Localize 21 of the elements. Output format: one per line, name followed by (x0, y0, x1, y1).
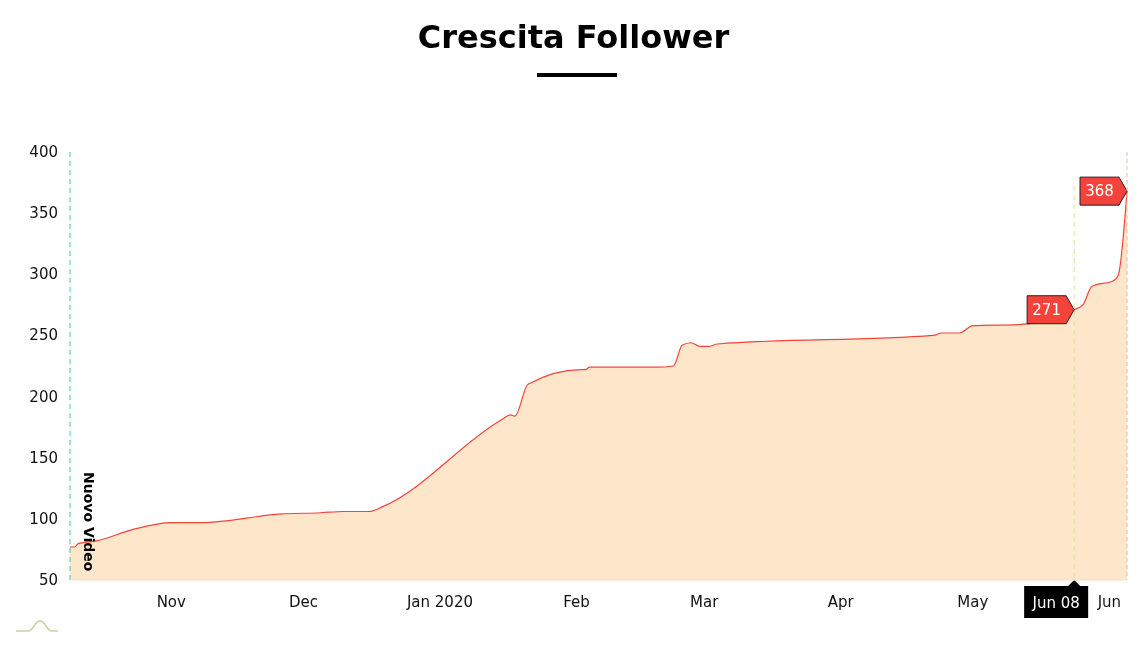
chart-title: Crescita Follower (417, 18, 730, 56)
x-tick-label: Mar (690, 593, 720, 611)
y-tick-label: 250 (29, 326, 58, 345)
y-tick-label: 150 (29, 448, 58, 467)
x-tick-label: Dec (288, 593, 318, 611)
x-tick-label: Nov (156, 593, 187, 611)
y-tick-label: 350 (29, 204, 58, 223)
y-tick-label: 400 (29, 143, 58, 161)
x-tick-label: Apr (827, 593, 855, 611)
x-tick-label: Feb (563, 593, 590, 611)
y-tick-label: 300 (29, 265, 58, 284)
y-tick-label: 50 (38, 571, 58, 589)
x-tick-label: Jan 2020 (405, 593, 473, 611)
data-label: 368 (1085, 182, 1114, 201)
y-tick-label: 200 (29, 387, 58, 406)
ref-line-label: Jun 08 (1031, 594, 1080, 612)
ref-line-label: Nuovo Video (81, 472, 97, 572)
x-tick-label: Jun (1096, 593, 1122, 611)
x-tick-label: May (957, 593, 989, 611)
y-tick-label: 100 (29, 509, 58, 528)
data-label: 271 (1032, 300, 1061, 319)
